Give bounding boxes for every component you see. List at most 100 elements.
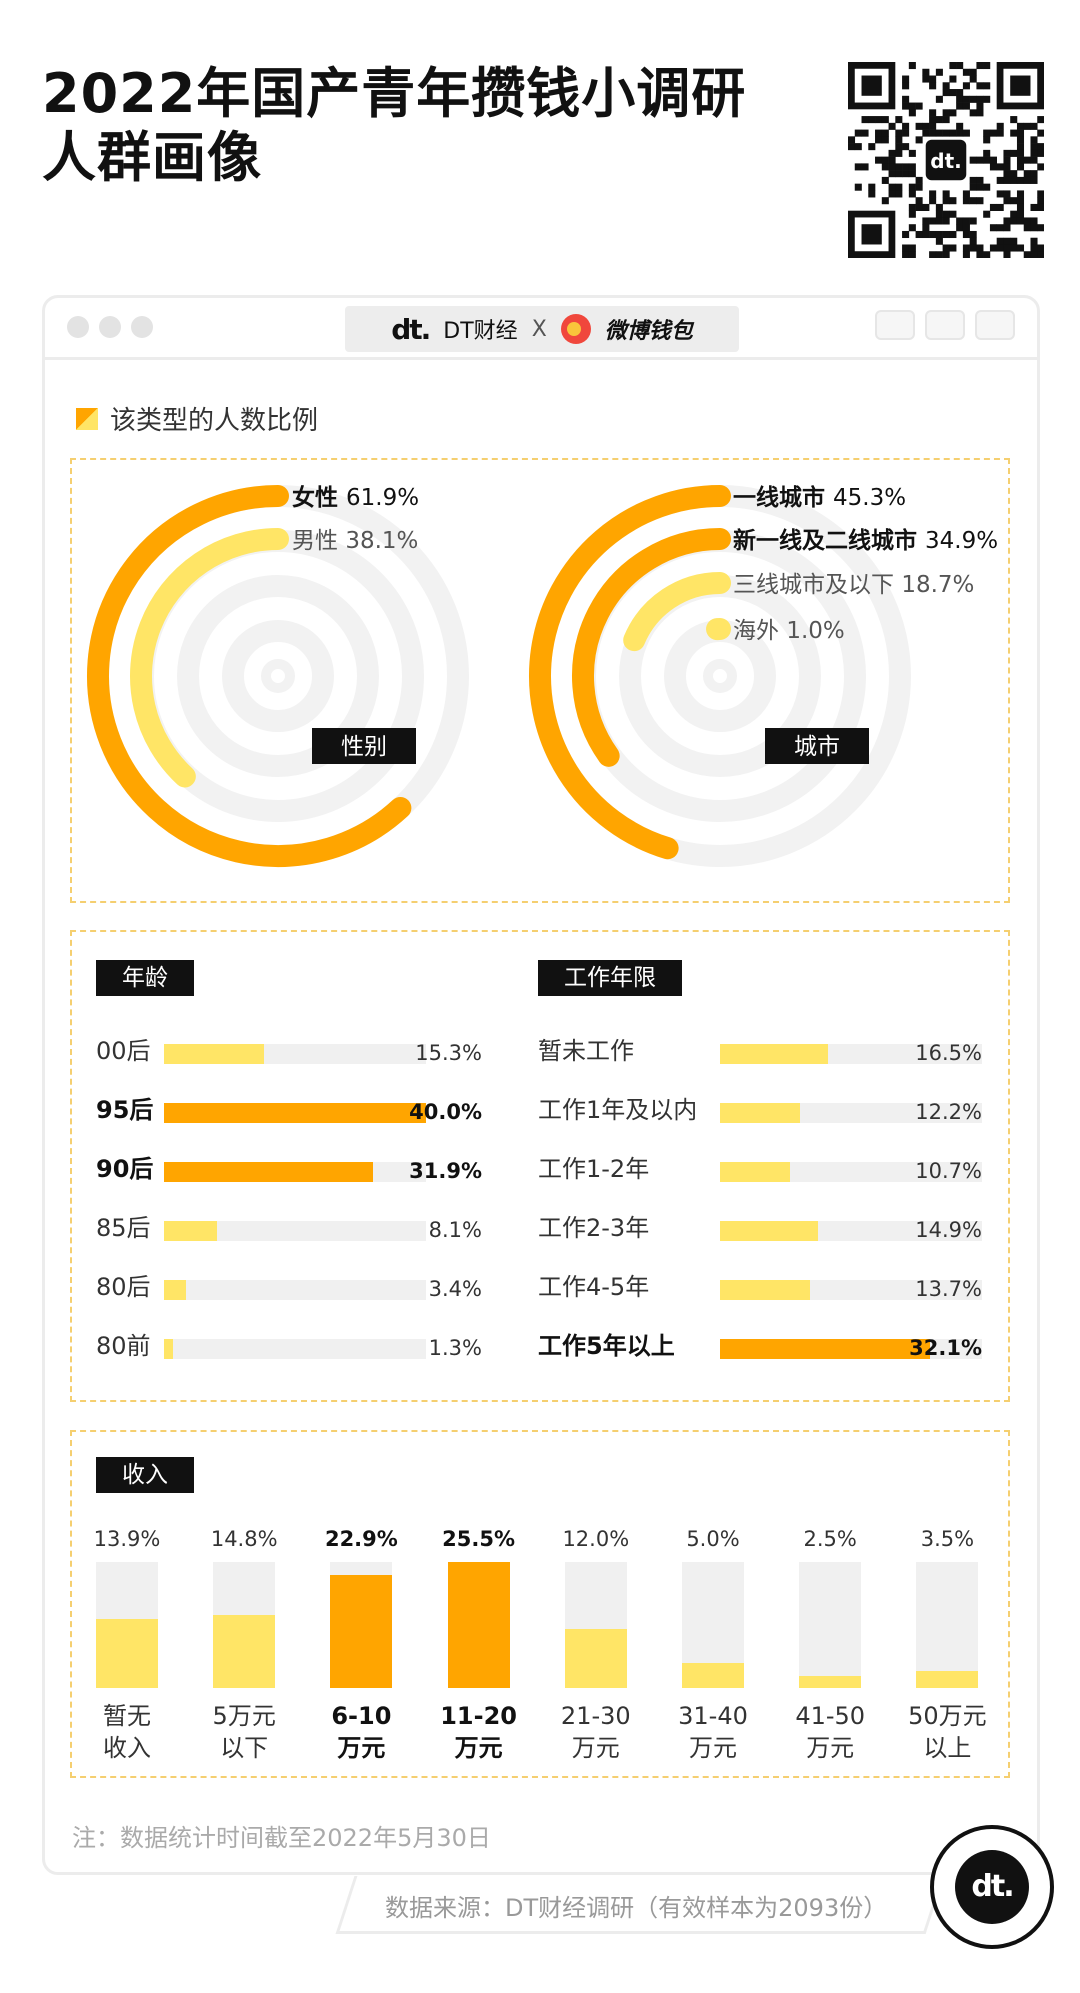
legend-text: 该类型的人数比例: [110, 406, 319, 436]
income-category-label: 21-30 万元: [536, 1700, 656, 1764]
income-category-label: 31-40 万元: [653, 1700, 773, 1764]
footnote: 注：数据统计时间截至2022年5月30日: [72, 1824, 491, 1852]
income-track: [916, 1562, 979, 1688]
bar-category-label: 90后: [96, 1155, 154, 1183]
badge-bg: [312, 728, 416, 764]
bar-category-label: 80后: [96, 1273, 151, 1301]
dt-corner-logo-icon[interactable]: dt.: [930, 1825, 1054, 1949]
bar-track: [720, 1044, 982, 1064]
bar-track: [164, 1162, 426, 1182]
ring-label: 新一线及二线城市 34.9%: [733, 527, 998, 554]
ring-label-name: 新一线及二线城市: [733, 527, 925, 554]
bar-track: [720, 1280, 982, 1300]
minimize-icon[interactable]: [99, 316, 121, 338]
income-category-label: 41-50 万元: [770, 1700, 890, 1764]
copy-icon[interactable]: [975, 310, 1015, 340]
income-value-label: 25.5%: [442, 1527, 516, 1551]
close-icon[interactable]: [67, 316, 89, 338]
income-category-line: 万元: [337, 1734, 386, 1762]
zoom-icon[interactable]: [131, 316, 153, 338]
ring-bg: [664, 620, 776, 732]
bar-value-label: 14.9%: [915, 1218, 982, 1242]
bar-category-label: 工作4-5年: [538, 1273, 650, 1301]
income-category-line: 万元: [689, 1734, 737, 1762]
bar-fill: [720, 1103, 800, 1123]
bar-value-label: 3.4%: [428, 1277, 482, 1301]
bar-value-label: 16.5%: [915, 1041, 982, 1065]
ring-label-value: 38.1%: [345, 528, 418, 554]
income-category-line: 41-50: [795, 1702, 866, 1730]
income-category-line: 收入: [103, 1734, 151, 1762]
income-bar: [916, 1670, 979, 1688]
income-category-label: 5万元 以下: [184, 1700, 304, 1764]
ring-bg-center: [703, 659, 737, 693]
bar-track: [164, 1103, 426, 1123]
ring-arc-gender-1: [130, 528, 289, 788]
income-value-label: 22.9%: [324, 1527, 398, 1551]
income-bar: [96, 1619, 158, 1688]
income-category-line: 50万元: [908, 1702, 987, 1730]
income-track: [447, 1562, 510, 1688]
income-badge: 收入: [96, 1457, 194, 1493]
svg-text:dt.: dt.: [930, 149, 961, 173]
income-track: [799, 1562, 862, 1688]
income-category-line: 万元: [571, 1734, 620, 1762]
bar-fill: [164, 1103, 426, 1123]
dt-logo-icon: dt.: [391, 312, 431, 346]
bar-track: [164, 1280, 426, 1300]
bar-value-label: 32.1%: [909, 1336, 982, 1360]
ring-label: 海外 1.0%: [733, 618, 845, 644]
data-source: 数据来源：DT财经调研（有效样本为2093份）: [385, 1894, 888, 1922]
ring-arc-city-1: [572, 528, 731, 767]
bar-fill: [720, 1221, 818, 1241]
bar-track: [164, 1221, 426, 1241]
brand-pill: dt. DT财经 X 微博钱包: [345, 306, 739, 352]
income-bar: [799, 1675, 862, 1688]
ring-label: 女性 61.9%: [292, 484, 419, 511]
income-category-line: 万元: [454, 1734, 503, 1762]
bar-fill: [164, 1162, 373, 1182]
badge-text: 城市: [794, 734, 840, 760]
ring-charts-panel: [70, 458, 1010, 903]
bar-fill: [164, 1339, 173, 1359]
ring-label-value: 1.0%: [786, 618, 844, 644]
title-line-1: 2022年国产青年攒钱小调研: [42, 62, 747, 125]
bar-fill: [164, 1280, 187, 1300]
weibo-logo-icon: [560, 314, 591, 344]
income-category-line: 以上: [923, 1734, 972, 1762]
age-work-panel: [70, 930, 1010, 1402]
income-category-line: 万元: [806, 1734, 855, 1762]
bar-fill: [164, 1221, 218, 1241]
bar-track: [720, 1103, 982, 1123]
ring-label-value: 18.7%: [901, 572, 974, 598]
income-category-label: 50万元以上: [887, 1700, 1007, 1764]
window-title-bar: dt. DT财经 X 微博钱包: [45, 298, 1037, 360]
income-value-label: 2.5%: [803, 1527, 857, 1551]
income-value-label: 13.9%: [93, 1527, 161, 1551]
bar-fill: [720, 1339, 931, 1359]
bar-category-label: 工作2-3年: [538, 1214, 650, 1242]
income-value-label: 14.8%: [210, 1527, 278, 1551]
bar-category-label: 95后: [96, 1096, 154, 1124]
income-value-label: 5.0%: [686, 1527, 740, 1551]
bar-value-label: 15.3%: [415, 1041, 482, 1065]
income-value-label: 3.5%: [920, 1527, 975, 1551]
bar-category-label: 85后: [96, 1214, 151, 1242]
ring-label-value: 34.9%: [925, 528, 998, 554]
ring-label-value: 45.3%: [833, 485, 906, 511]
bar-value-label: 31.9%: [409, 1159, 482, 1183]
income-category-line: 5万元: [212, 1702, 276, 1730]
ring-label-name: 三线城市及以下: [733, 572, 901, 598]
income-category-label: 暂无 收入: [67, 1700, 187, 1764]
income-track: [96, 1562, 158, 1688]
bar-category-label: 工作1年及以内: [538, 1096, 698, 1124]
bar-category-label: 80前: [96, 1332, 151, 1360]
title-line-2: 人群画像: [42, 126, 262, 189]
share-icon[interactable]: [925, 310, 965, 340]
income-category-line: 暂无: [103, 1702, 151, 1730]
qr-code-icon[interactable]: dt.: [848, 62, 1044, 258]
bar-track: [720, 1339, 982, 1359]
record-icon[interactable]: [875, 310, 915, 340]
income-track: [682, 1562, 744, 1688]
